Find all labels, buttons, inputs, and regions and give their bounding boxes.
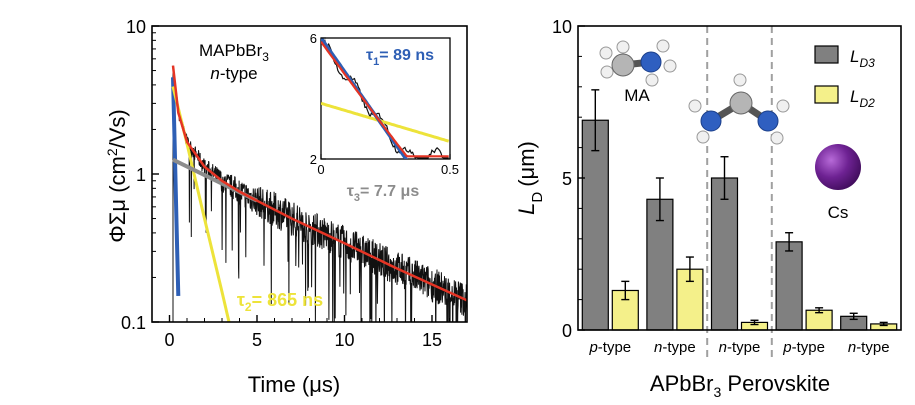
category-label: p-type [588, 339, 631, 356]
bar-y-axis-label: LD(μm) [514, 141, 546, 215]
category-label: p-type [782, 339, 825, 356]
inset-ticks: 0 0.5 2 6 [310, 31, 459, 177]
x-axis-label: Time (μs) [248, 372, 341, 397]
tau3-label: τ3= 7.7 μs [347, 183, 420, 204]
inset-transient-trace [321, 38, 449, 159]
decay-chart: 0 5 10 15 0.1 1 10 MAPbBr3 n-type τ3= 7.7 μs τ… [104, 17, 468, 397]
inset-frame [320, 37, 451, 160]
inset-y-tick-label: 2 [310, 152, 317, 167]
inset-y-tick-label: 6 [310, 31, 317, 46]
doping-label: n-type [210, 64, 257, 83]
inset-chart: 0 0.5 2 6 τ1= 89 ns [310, 31, 459, 177]
inset-x-tick-label: 0 [317, 162, 324, 177]
bar-ld3-3 [710, 177, 739, 331]
y-tick-label: 0.1 [121, 313, 146, 333]
tau2-label: τ2= 865 ns [237, 290, 323, 314]
y-axis-label: ΦΣμ (cm2/Vs) [104, 109, 130, 243]
total-fit-line [171, 65, 467, 302]
bar-y-tick-label: 5 [562, 169, 572, 189]
x-tick-label: 0 [164, 330, 174, 350]
bars [581, 26, 898, 360]
bar-ld3-1 [581, 119, 609, 331]
tau1-label: τ1= 89 ns [366, 47, 434, 68]
legend-swatch-ld3 [814, 45, 839, 64]
inset-tau2-line [321, 101, 450, 143]
material-label: MAPbBr3 [199, 41, 269, 64]
y-tick-label: 10 [126, 17, 146, 37]
ma-label: MA [624, 86, 650, 105]
category-label: n-type [654, 339, 696, 356]
fit-curves [171, 65, 467, 322]
legend-swatch-ld2 [814, 85, 839, 104]
methylammonium-molecule-illustration [599, 39, 677, 87]
inset-fit-line [321, 41, 449, 158]
axis-ticks: 0 5 10 15 0.1 1 10 [121, 17, 468, 350]
bar-ld3-4 [775, 241, 803, 331]
bar-y-tick-label: 10 [552, 17, 572, 37]
legend-label-ld3: LD3 [850, 47, 875, 70]
transient-data [172, 65, 467, 322]
bar-x-axis-label: APbBr3 Perovskite [650, 371, 830, 400]
transient-trace [172, 65, 467, 322]
category-label: n-type [719, 339, 761, 356]
legend-label-ld2: LD2 [850, 87, 875, 110]
x-tick-label: 15 [422, 330, 442, 350]
category-label: n-type [848, 339, 890, 356]
tau1-fit-line [171, 77, 181, 296]
inset-curves [321, 38, 450, 159]
y-tick-label: 1 [136, 165, 146, 185]
inset-x-tick-label: 0.5 [441, 162, 459, 177]
x-tick-label: 10 [334, 330, 354, 350]
bar-axis-ticks: p-type n-type n-type p-type n-type 0 5 10 [552, 17, 890, 356]
diffusion-length-chart: p-type n-type n-type p-type n-type 0 5 10 LD3 L… [514, 17, 902, 400]
cs-label: Cs [828, 203, 849, 222]
cesium-atom-illustration [815, 144, 861, 190]
x-tick-label: 5 [252, 330, 262, 350]
bar-y-tick-label: 0 [562, 321, 572, 341]
legend: LD3 LD2 [814, 45, 875, 110]
formamidinium-molecule-illustration [688, 73, 790, 145]
